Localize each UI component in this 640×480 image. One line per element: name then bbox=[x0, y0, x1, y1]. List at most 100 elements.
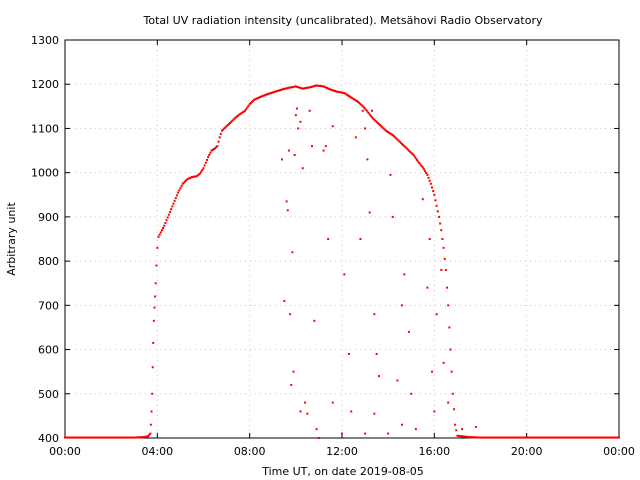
data-point bbox=[610, 436, 613, 439]
data-point bbox=[136, 436, 139, 439]
data-point bbox=[479, 436, 482, 439]
data-point bbox=[317, 84, 320, 87]
data-point bbox=[530, 436, 533, 439]
data-point bbox=[293, 85, 296, 88]
grid-lines bbox=[65, 40, 619, 438]
data-point bbox=[347, 352, 350, 355]
data-point bbox=[315, 84, 318, 87]
data-point bbox=[434, 199, 437, 202]
data-point bbox=[366, 158, 369, 161]
data-point bbox=[391, 215, 394, 218]
data-point bbox=[240, 112, 243, 115]
data-point bbox=[109, 436, 112, 439]
data-point bbox=[223, 127, 226, 130]
data-point bbox=[575, 436, 578, 439]
data-point bbox=[374, 119, 377, 122]
data-point bbox=[531, 436, 534, 439]
data-point bbox=[322, 149, 325, 152]
data-point bbox=[224, 126, 227, 129]
data-point bbox=[373, 412, 376, 415]
data-point bbox=[293, 153, 296, 156]
data-point bbox=[513, 436, 516, 439]
data-point bbox=[317, 437, 320, 439]
data-point bbox=[256, 97, 259, 100]
data-point bbox=[229, 121, 232, 124]
data-point bbox=[325, 86, 328, 89]
x-tick-label: 16:00 bbox=[418, 445, 450, 458]
data-point bbox=[418, 162, 421, 165]
y-tick-label: 1300 bbox=[31, 34, 59, 47]
data-point bbox=[410, 151, 413, 154]
x-tick-label: 20:00 bbox=[511, 445, 543, 458]
data-point bbox=[211, 148, 214, 151]
data-point bbox=[275, 90, 278, 93]
data-point bbox=[239, 112, 242, 115]
data-point bbox=[134, 436, 137, 439]
data-point bbox=[416, 158, 419, 161]
data-point bbox=[502, 436, 505, 439]
data-point bbox=[402, 144, 405, 147]
data-point bbox=[485, 436, 488, 439]
data-point bbox=[404, 146, 407, 149]
data-point bbox=[470, 436, 473, 439]
data-point bbox=[362, 106, 365, 109]
data-point bbox=[403, 145, 406, 148]
data-point bbox=[469, 436, 472, 439]
data-point bbox=[290, 383, 293, 386]
data-point bbox=[472, 436, 475, 439]
data-point bbox=[414, 428, 417, 431]
data-point bbox=[177, 191, 180, 194]
data-point bbox=[220, 129, 223, 132]
data-point bbox=[471, 436, 474, 439]
data-point bbox=[616, 436, 619, 439]
data-point bbox=[397, 139, 400, 142]
data-point bbox=[568, 436, 571, 439]
data-point bbox=[290, 86, 293, 89]
data-point bbox=[380, 125, 383, 128]
y-axis-label: Arbitrary unit bbox=[5, 202, 18, 276]
data-point bbox=[481, 436, 484, 439]
data-point bbox=[466, 435, 469, 438]
data-point bbox=[324, 86, 327, 89]
data-point bbox=[255, 97, 258, 100]
data-point bbox=[542, 436, 545, 439]
data-point bbox=[496, 436, 499, 439]
data-point bbox=[603, 436, 606, 439]
data-point bbox=[360, 104, 363, 107]
data-point bbox=[127, 436, 130, 439]
data-point bbox=[392, 135, 395, 138]
data-point bbox=[442, 361, 445, 364]
data-point bbox=[343, 273, 346, 276]
data-point bbox=[74, 436, 77, 439]
data-point bbox=[599, 436, 602, 439]
data-point bbox=[301, 87, 304, 90]
data-point bbox=[79, 436, 82, 439]
data-point bbox=[210, 149, 213, 152]
data-point bbox=[173, 199, 176, 202]
x-tick-label: 12:00 bbox=[326, 445, 358, 458]
data-point bbox=[234, 116, 237, 119]
data-point bbox=[582, 436, 585, 439]
data-point bbox=[92, 436, 95, 439]
data-point bbox=[570, 436, 573, 439]
data-point bbox=[216, 145, 219, 148]
data-point bbox=[401, 304, 404, 307]
data-point bbox=[283, 299, 286, 302]
data-point bbox=[70, 436, 73, 439]
plot-frame bbox=[64, 39, 620, 439]
data-point bbox=[394, 136, 397, 139]
y-tick-label: 1000 bbox=[31, 167, 59, 180]
data-point bbox=[421, 198, 424, 201]
data-point bbox=[342, 91, 345, 94]
data-point bbox=[401, 142, 404, 145]
data-point bbox=[512, 436, 515, 439]
data-point bbox=[381, 126, 384, 129]
data-point bbox=[435, 204, 438, 207]
data-point bbox=[259, 96, 262, 99]
data-point bbox=[486, 436, 489, 439]
data-point bbox=[314, 84, 317, 87]
data-point bbox=[155, 264, 158, 267]
x-axis-tick-labels: 00:00 04:00 08:00 12:00 16:00 20:00 00:00 bbox=[49, 445, 635, 458]
data-point bbox=[535, 436, 538, 439]
data-point bbox=[322, 85, 325, 88]
